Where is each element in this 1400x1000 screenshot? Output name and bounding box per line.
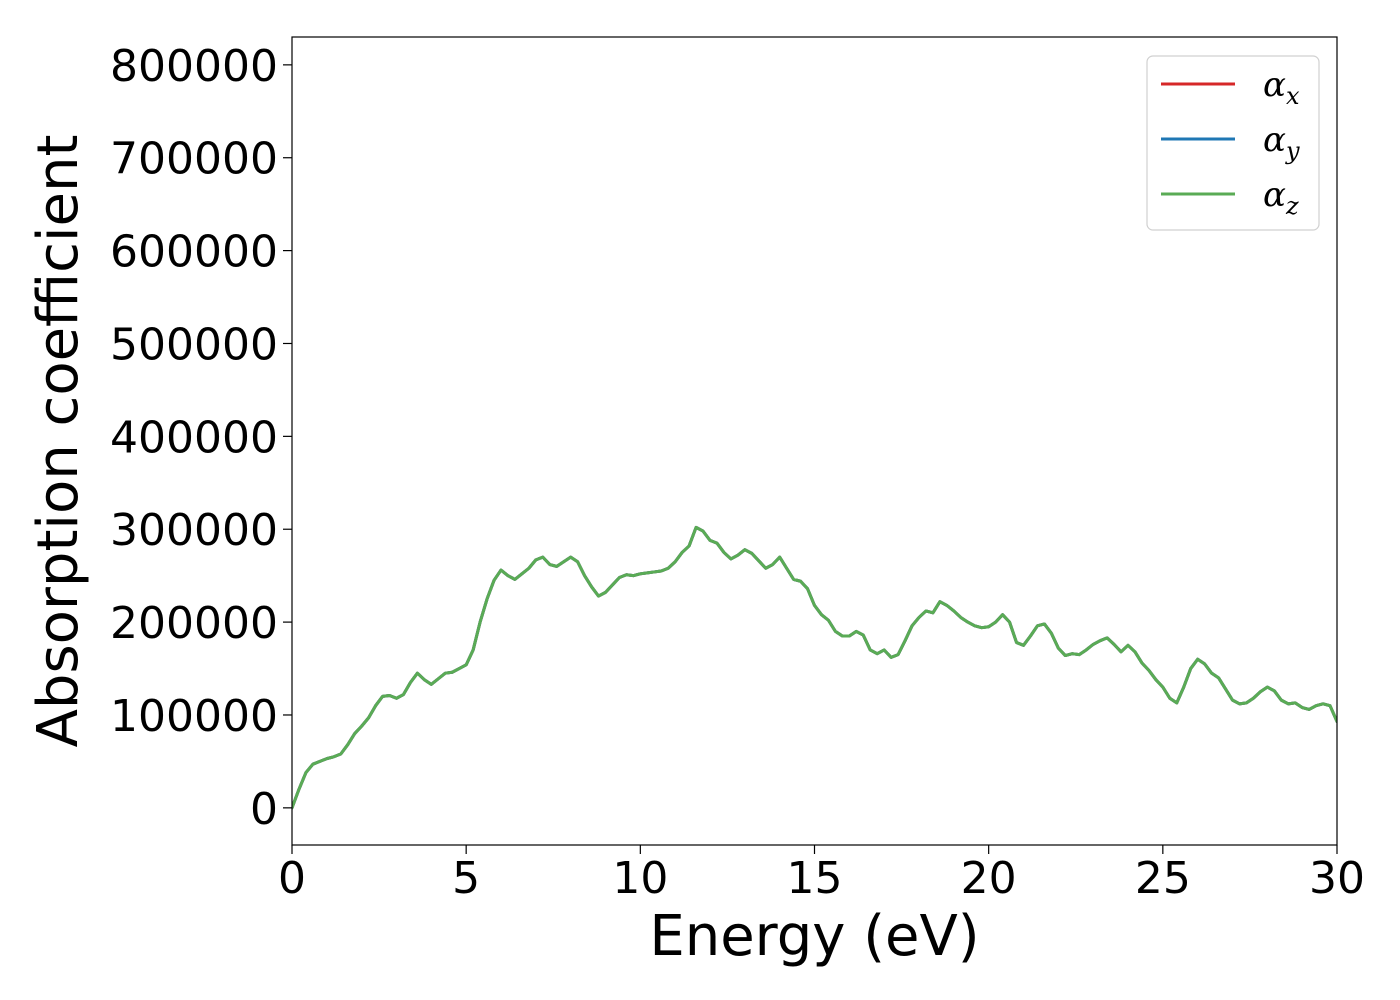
y-tick-label: 800000: [110, 41, 278, 92]
legend-label-y: αy: [1263, 120, 1300, 165]
x-tick-label: 30: [1309, 853, 1365, 904]
y-tick-label: 200000: [110, 598, 278, 649]
x-axis-title: Energy (eV): [649, 904, 979, 969]
y-tick-label: 600000: [110, 227, 278, 278]
legend-label-x: αx: [1263, 65, 1300, 110]
x-axis-ticks: 0 5 10 15 20 25 30: [278, 845, 1365, 904]
y-tick-label: 700000: [110, 134, 278, 185]
x-tick-label: 5: [452, 853, 480, 904]
x-tick-label: 10: [612, 853, 668, 904]
series-line-z: [292, 525, 1337, 810]
x-tick-label: 25: [1135, 853, 1191, 904]
y-tick-label: 300000: [110, 505, 278, 556]
x-tick-label: 15: [787, 853, 843, 904]
legend: αx αy αz: [1146, 55, 1320, 231]
x-tick-label: 0: [278, 853, 306, 904]
y-tick-label: 0: [250, 784, 278, 835]
legend-box: [1146, 55, 1320, 231]
y-tick-label: 100000: [110, 691, 278, 742]
y-axis-ticks: 0 100000 200000 300000 400000 500000 600000 700…: [110, 41, 292, 835]
legend-label-z: αz: [1263, 175, 1299, 220]
y-axis-title: Absorption coefficient: [26, 135, 91, 748]
y-tick-label: 400000: [110, 412, 278, 463]
series-layer: [292, 525, 1337, 810]
x-tick-label: 20: [961, 853, 1017, 904]
y-tick-label: 500000: [110, 319, 278, 370]
